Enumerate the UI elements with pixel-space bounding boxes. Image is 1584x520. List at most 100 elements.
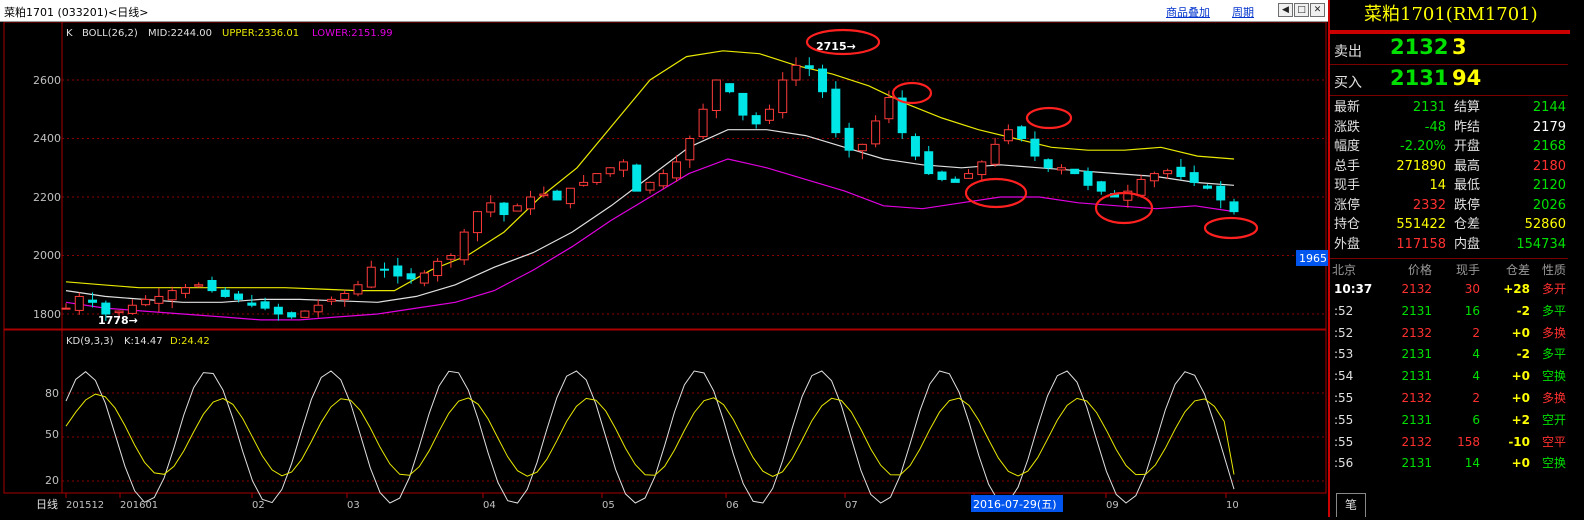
- y-tick: 1800: [33, 308, 61, 321]
- chart-area[interactable]: 2600 2400 2200 2000 1800 K BOLL(26,2) MI…: [0, 21, 1328, 517]
- x-tick-label: 10: [1226, 500, 1239, 511]
- candle-body: [632, 164, 642, 192]
- candle-body: [313, 304, 323, 313]
- candle-body: [1003, 129, 1013, 142]
- quote-panel: 菜粕1701(RM1701) 卖出 2132 3 买入 2131 94 最新 21…: [1328, 0, 1584, 517]
- tick-price: 2131: [1401, 347, 1432, 362]
- y-tick: 2000: [33, 249, 61, 262]
- boll-upper-line: [65, 50, 1235, 292]
- y-tick: 2200: [33, 191, 61, 204]
- stat-label: 开盘: [1454, 139, 1481, 154]
- candle-body: [565, 187, 575, 205]
- candle-body: [579, 181, 589, 186]
- boll-legend: K BOLL(26,2) MID:2244.00 UPPER:2336.01 L…: [66, 28, 393, 39]
- tick-diff: -2: [1516, 303, 1530, 318]
- x-tick-label: 06: [726, 500, 739, 511]
- tick-price: 2131: [1401, 456, 1432, 471]
- tick-time: :55: [1334, 391, 1354, 405]
- contract-header: 菜粕1701(RM1701): [1330, 0, 1584, 34]
- tick-volume: 2: [1472, 325, 1480, 340]
- overlay-link[interactable]: 商品叠加: [1166, 6, 1210, 19]
- tick-nature: 空换: [1541, 369, 1566, 384]
- tab-tick[interactable]: 笔: [1336, 493, 1366, 517]
- kd-d-value: D:24.42: [170, 336, 210, 347]
- scrollbar[interactable]: [1570, 30, 1584, 517]
- candle-body: [446, 255, 456, 260]
- tick-volume: 30: [1464, 282, 1480, 296]
- candle-body: [539, 193, 549, 197]
- col-nature: 性质: [1541, 263, 1566, 277]
- tick-volume: 4: [1472, 347, 1480, 362]
- candle-body: [658, 173, 668, 187]
- x-tick-label: 201512: [66, 500, 104, 511]
- stat-label: 总手: [1334, 158, 1361, 174]
- kd-label: KD(9,3,3): [66, 336, 114, 347]
- candle-body: [260, 301, 270, 309]
- kline-chart[interactable]: 2600 2400 2200 2000 1800 K BOLL(26,2) MI…: [0, 21, 1328, 517]
- candle-body: [180, 287, 190, 294]
- candle-body: [512, 205, 522, 212]
- kd-y-tick: 80: [45, 387, 59, 400]
- stat-value: -48: [1424, 119, 1446, 135]
- minimize-icon[interactable]: ◀: [1278, 3, 1293, 17]
- buy-label: 买入: [1334, 75, 1362, 91]
- tick-time: :52: [1334, 303, 1354, 318]
- x-tick-label: 03: [347, 500, 360, 511]
- chart-titlebar: 菜粕1701 (033201)<日线> 商品叠加 周期 ◀ □ ✕: [0, 0, 1328, 22]
- stat-label: 昨结: [1454, 119, 1481, 135]
- sell-volume: 3: [1452, 35, 1467, 59]
- stat-label: 外盘: [1334, 236, 1361, 252]
- restore-icon[interactable]: □: [1294, 3, 1309, 17]
- candle-body: [340, 293, 350, 300]
- buy-row: 买入 2131 94: [1330, 65, 1568, 96]
- stat-label: 涨跌: [1334, 119, 1361, 135]
- tick-row: :55 2131 6 +2 空开: [1330, 409, 1568, 431]
- annotations: 2715→ 1778→: [98, 28, 1259, 327]
- tick-row: :53 2131 4 -2 多平: [1330, 343, 1568, 365]
- col-diff: 仓差: [1505, 263, 1530, 277]
- candle-body: [672, 161, 682, 179]
- tick-diff: +2: [1511, 412, 1530, 427]
- price-marker: [1296, 250, 1328, 266]
- high-label: 2715→: [816, 40, 856, 53]
- highlight-circle: [1094, 191, 1154, 225]
- candle-body: [1056, 167, 1066, 171]
- candle-body: [287, 312, 297, 318]
- period-link[interactable]: 周期: [1232, 6, 1254, 19]
- candle-body: [459, 231, 469, 261]
- tick-nature: 多平: [1541, 303, 1566, 318]
- candle-body: [818, 68, 828, 93]
- tick-time: :54: [1334, 369, 1354, 384]
- x-tick-label: 201601: [120, 500, 158, 511]
- tick-diff: +0: [1511, 325, 1530, 340]
- candle-body: [924, 151, 934, 175]
- candle-body: [419, 272, 429, 284]
- tick-volume: 16: [1464, 303, 1480, 318]
- stat-value: 52860: [1524, 217, 1566, 232]
- candle-body: [433, 260, 443, 277]
- stat-label: 最新: [1334, 100, 1361, 115]
- x-tick-label: 07: [845, 500, 858, 511]
- candle-body: [605, 167, 615, 175]
- candle-body: [526, 196, 536, 210]
- candle-body: [380, 268, 390, 271]
- candle-body: [273, 306, 283, 315]
- candle-body: [88, 299, 98, 303]
- tick-row: 10:37 2132 30 +28 多开: [1330, 278, 1568, 300]
- close-icon[interactable]: ✕: [1310, 3, 1325, 17]
- cursor-date: 2016-07-29(五): [973, 498, 1057, 511]
- candle-body: [1149, 173, 1159, 182]
- stat-label: 结算: [1454, 100, 1481, 115]
- candle-body: [910, 136, 920, 157]
- candle-body: [1123, 190, 1133, 201]
- tick-nature: 多换: [1541, 391, 1566, 405]
- tick-volume: 14: [1464, 456, 1480, 471]
- kd-y-tick: 20: [45, 474, 59, 487]
- stat-value: 2120: [1532, 178, 1566, 193]
- tick-diff: +0: [1511, 369, 1530, 384]
- boll-name: BOLL(26,2): [82, 28, 138, 39]
- y-tick: 2600: [33, 74, 61, 87]
- stat-value: 551422: [1396, 217, 1446, 232]
- stat-label: 跌停: [1454, 197, 1481, 213]
- kd-y-tick: 50: [45, 428, 59, 441]
